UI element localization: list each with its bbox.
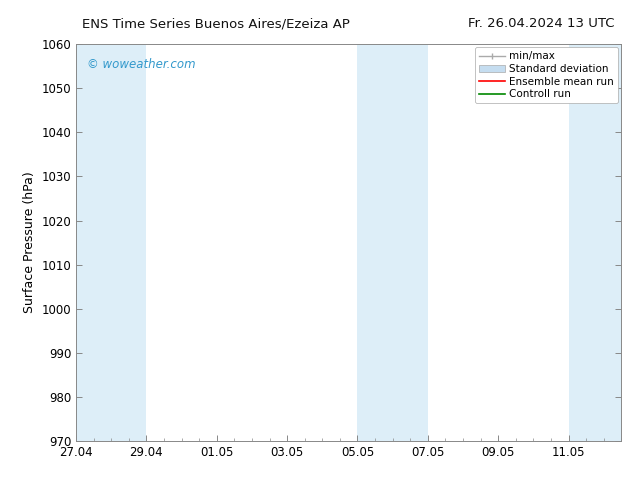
Bar — [76, 44, 146, 441]
Text: ENS Time Series Buenos Aires/Ezeiza AP: ENS Time Series Buenos Aires/Ezeiza AP — [82, 17, 351, 30]
Legend: min/max, Standard deviation, Ensemble mean run, Controll run: min/max, Standard deviation, Ensemble me… — [475, 47, 618, 103]
Text: © woweather.com: © woweather.com — [87, 58, 196, 71]
Text: Fr. 26.04.2024 13 UTC: Fr. 26.04.2024 13 UTC — [469, 17, 615, 30]
Y-axis label: Surface Pressure (hPa): Surface Pressure (hPa) — [23, 172, 36, 314]
Bar — [569, 44, 621, 441]
Bar — [358, 44, 428, 441]
